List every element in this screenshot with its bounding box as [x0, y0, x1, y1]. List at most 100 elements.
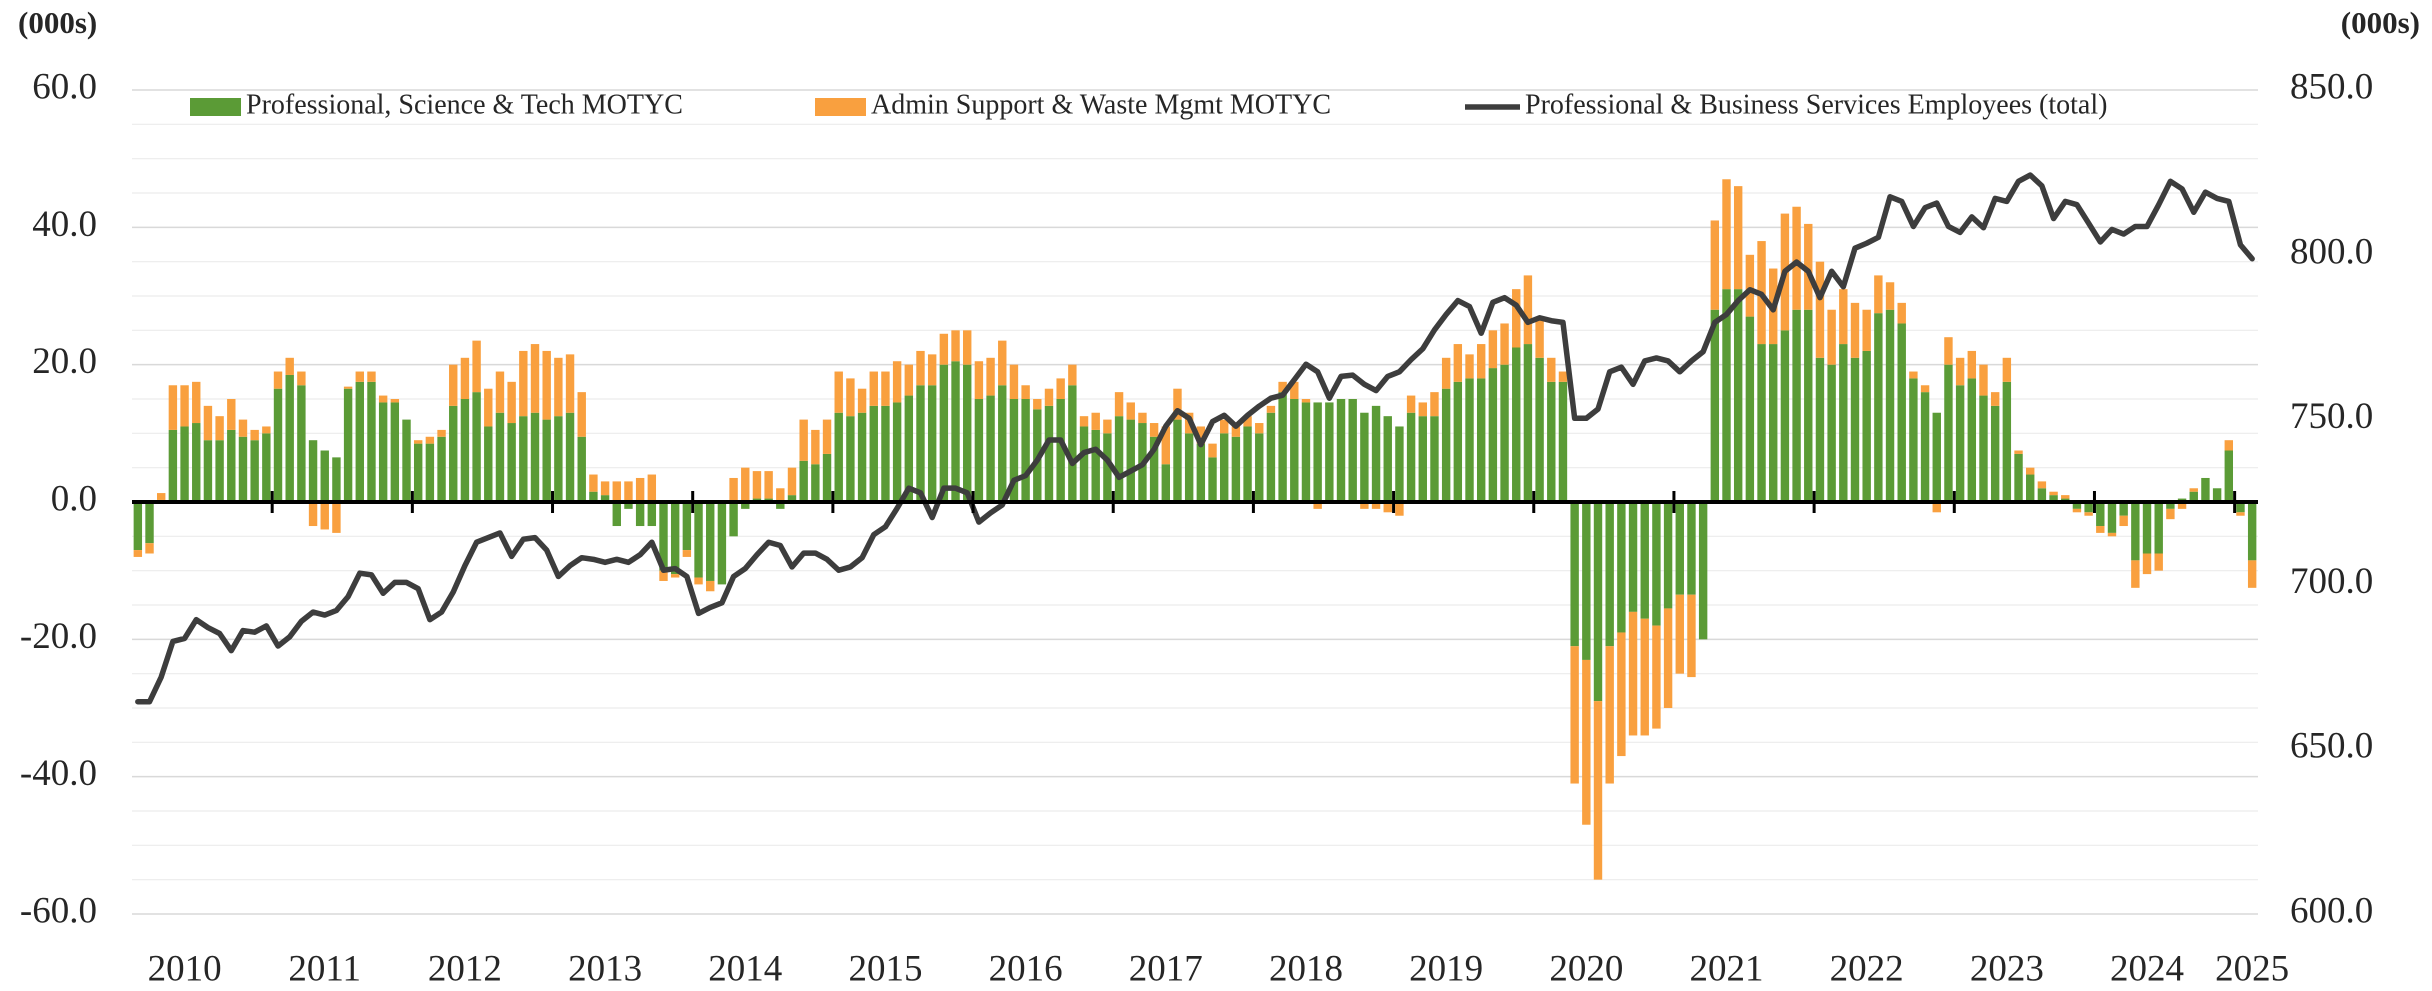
bar-segment [1336, 399, 1346, 502]
bar-segment [1523, 275, 1533, 345]
bar-segment [530, 344, 540, 413]
bar-segment [1698, 502, 1708, 640]
bar-segment [600, 481, 610, 496]
y2-axis-label: (000s) [2341, 5, 2420, 40]
bar-segment [1138, 412, 1147, 424]
bar-segment [974, 361, 984, 399]
bar-segment [1313, 402, 1322, 502]
bar-segment [869, 371, 878, 406]
bar-segment [682, 502, 692, 551]
bar-segment [1231, 436, 1241, 502]
bar-segment [927, 385, 937, 502]
bar-segment [1044, 405, 1054, 502]
bar-segment [1021, 399, 1030, 502]
bar-segment [1406, 412, 1416, 502]
bar-segment [1301, 402, 1311, 502]
bar-segment [1079, 416, 1089, 427]
y2-tick-label: 700.0 [2290, 561, 2373, 602]
bar-segment [1990, 392, 2000, 406]
bar-segment [1547, 381, 1556, 502]
bar-segment [1535, 316, 1544, 358]
bar-segment [986, 395, 995, 502]
bar-segment [2224, 450, 2234, 502]
x-tick-label: 2019 [1409, 948, 1483, 989]
bar-segment [1255, 433, 1264, 502]
bar-segment [1208, 443, 1217, 458]
bar-segment [787, 467, 797, 496]
bar-segment [706, 580, 715, 592]
bar-segment [1663, 502, 1673, 609]
bar-segment [1371, 405, 1381, 502]
y2-tick-label: 800.0 [2290, 231, 2373, 272]
bar-segment [1687, 594, 1696, 678]
bar-segment [822, 453, 832, 502]
bar-segment [1675, 594, 1684, 674]
legend-label: Admin Support & Waste Mgmt MOTYC [871, 89, 1331, 120]
bar-segment [145, 502, 154, 544]
bar-segment [1161, 426, 1171, 465]
bar-segment [869, 405, 878, 502]
bar-segment [2037, 488, 2047, 502]
bar-segment [1079, 426, 1089, 502]
bar-segment [1196, 426, 1206, 444]
bar-segment [332, 457, 341, 502]
bar-segment [1920, 385, 1930, 393]
bar-segment [2107, 532, 2117, 537]
bar-segment [612, 502, 621, 527]
bar-segment [1733, 289, 1743, 502]
bar-segment [2096, 502, 2105, 527]
bar-segment [2072, 508, 2082, 513]
bar-segment [133, 550, 143, 557]
bar-segment [1687, 502, 1696, 595]
bar-segment [612, 481, 621, 502]
bar-segment [1301, 399, 1311, 403]
bar-segment [1815, 357, 1825, 502]
bar-segment [145, 543, 154, 554]
bar-segment [1827, 364, 1836, 502]
bar-segment [413, 440, 423, 444]
bar-segment [460, 357, 470, 399]
bar-segment [670, 502, 680, 575]
bar-segment [1745, 316, 1755, 502]
legend-swatch [190, 98, 241, 116]
bar-segment [2107, 502, 2117, 533]
bar-segment [1979, 395, 1988, 502]
bar-segment [2096, 526, 2105, 533]
bar-segment [1804, 223, 1813, 310]
bar-segment [659, 570, 668, 581]
bar-segment [2002, 357, 2012, 382]
bar-segment [1313, 502, 1322, 509]
legend-label: Professional, Science & Tech MOTYC [246, 89, 683, 120]
bar-segment [192, 423, 201, 502]
bar-segment [425, 443, 435, 502]
bar-segment [2166, 502, 2175, 509]
bar-segment [1103, 433, 1112, 502]
bar-segment [694, 577, 703, 585]
y-tick-label: -20.0 [20, 616, 97, 657]
bar-segment [1219, 433, 1229, 502]
bar-segment [1044, 388, 1054, 406]
bar-segment [822, 419, 832, 454]
bar-segment [1628, 502, 1638, 612]
bar-segment [180, 385, 189, 427]
bar-segment [1149, 436, 1159, 502]
bar-segment [1570, 502, 1579, 647]
bar-segment [530, 412, 540, 502]
bar-segment [1278, 381, 1287, 393]
bar-segment [2084, 512, 2093, 516]
bar-segment [682, 550, 692, 557]
bar-segment [2026, 474, 2035, 502]
legend-swatch [815, 98, 866, 116]
bar-segment [297, 385, 306, 502]
bar-segment [857, 388, 867, 413]
bar-segment [367, 381, 376, 502]
bar-segment [1243, 416, 1252, 427]
bar-segment [1710, 220, 1720, 310]
bar-segment [2247, 560, 2257, 588]
bar-segment [1512, 347, 1521, 502]
x-tick-label: 2020 [1549, 948, 1623, 989]
bar-segment [1932, 502, 1941, 513]
bar-segment [1850, 357, 1860, 502]
bar-segment [1897, 323, 1906, 502]
